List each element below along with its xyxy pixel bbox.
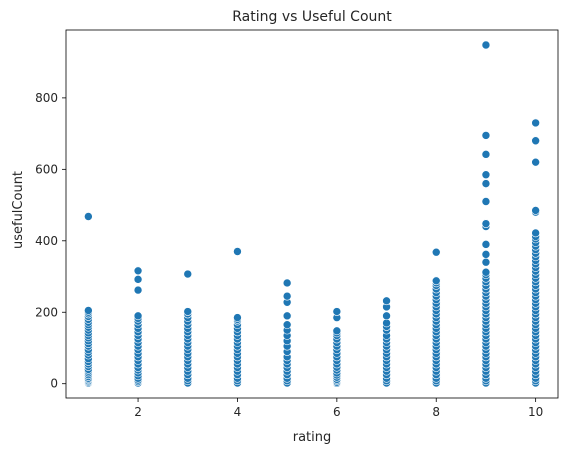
data-point — [531, 136, 540, 146]
data-point — [133, 266, 143, 276]
plot-frame — [65, 29, 559, 399]
y-tick-label: 600 — [35, 162, 58, 176]
data-point — [133, 311, 143, 321]
x-axis-label: rating — [293, 430, 332, 445]
data-point — [233, 313, 242, 322]
data-point — [481, 257, 491, 267]
data-point — [133, 275, 143, 284]
data-point — [481, 179, 491, 188]
data-point — [282, 320, 292, 330]
data-point — [531, 157, 540, 167]
data-point — [481, 131, 491, 140]
data-point — [233, 247, 242, 256]
y-axis-label: usefulCount — [11, 171, 26, 249]
data-point — [481, 40, 491, 50]
data-point — [282, 311, 292, 321]
x-tick-label: 4 — [234, 405, 242, 419]
data-point — [183, 269, 193, 279]
y-tick-label: 800 — [35, 91, 58, 105]
data-point — [531, 118, 540, 128]
data-point — [332, 326, 342, 336]
data-point — [481, 150, 491, 159]
data-point — [481, 250, 491, 259]
data-point — [481, 267, 491, 277]
data-point — [481, 197, 491, 206]
data-point — [332, 307, 342, 316]
data-point — [133, 285, 143, 295]
data-point — [382, 311, 391, 321]
data-point — [481, 170, 491, 179]
data-point — [431, 276, 441, 286]
x-tick-label: 6 — [333, 405, 341, 419]
data-point — [481, 219, 491, 228]
data-point — [382, 296, 391, 306]
data-point — [84, 212, 93, 221]
data-point — [531, 228, 540, 238]
data-point — [282, 291, 292, 301]
y-tick-label: 0 — [50, 377, 58, 391]
x-tick-label: 8 — [432, 405, 440, 419]
axes-layer: 2 4 6 8 10 0 200 400 600 800 — [35, 29, 559, 419]
data-point — [84, 306, 93, 315]
points-layer — [84, 40, 540, 388]
data-point — [481, 240, 491, 249]
chart-title: Rating vs Useful Count — [232, 9, 392, 25]
y-tick-label: 400 — [35, 234, 58, 248]
y-tick-label: 200 — [35, 305, 58, 319]
data-point — [183, 307, 193, 316]
x-tick-label: 10 — [528, 405, 543, 419]
data-point — [282, 278, 292, 288]
x-tick-label: 2 — [134, 405, 142, 419]
data-point — [382, 318, 391, 328]
data-point — [431, 247, 441, 257]
data-point — [531, 206, 540, 215]
